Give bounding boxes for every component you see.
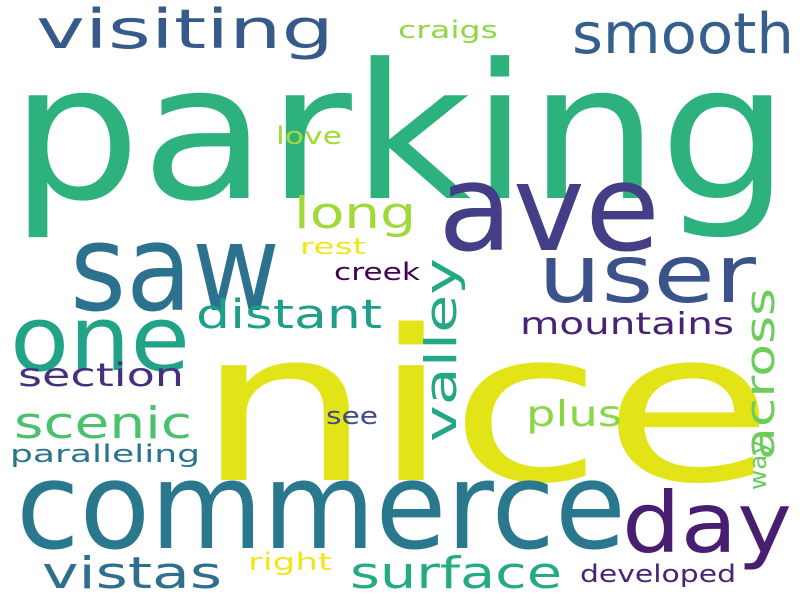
word-creek: creek [334, 258, 420, 286]
word-parking: parking [10, 24, 790, 243]
word-mountains: mountains [520, 307, 734, 342]
word-valley: valley [416, 258, 467, 442]
word-section: section [18, 356, 184, 394]
word-day: day [622, 474, 792, 572]
word-paralleling: paralleling [10, 440, 200, 468]
word-see: see [326, 402, 378, 430]
word-scenic: scenic [14, 398, 192, 449]
word-smooth: smooth [572, 2, 794, 67]
word-love: love [276, 122, 342, 150]
word-surface: surface [350, 548, 562, 599]
word-across: across [738, 288, 784, 460]
word-craigs: craigs [398, 16, 498, 44]
word-vistas: vistas [42, 548, 222, 599]
word-plus: plus [526, 394, 622, 435]
word-ave: ave [438, 140, 660, 279]
word-right: right [248, 548, 332, 576]
word-saw: saw [70, 200, 280, 339]
word-long: long [294, 188, 416, 239]
word-nice: nice [196, 285, 774, 530]
word-rest: rest [300, 235, 367, 260]
word-commerce: commerce [16, 438, 626, 577]
word-user: user [538, 228, 756, 321]
word-distant: distant [196, 292, 382, 338]
word-visiting: visiting [36, 0, 334, 61]
word-way: way [744, 440, 772, 490]
word-developed: developed [580, 560, 736, 588]
word-one: one [10, 287, 190, 392]
